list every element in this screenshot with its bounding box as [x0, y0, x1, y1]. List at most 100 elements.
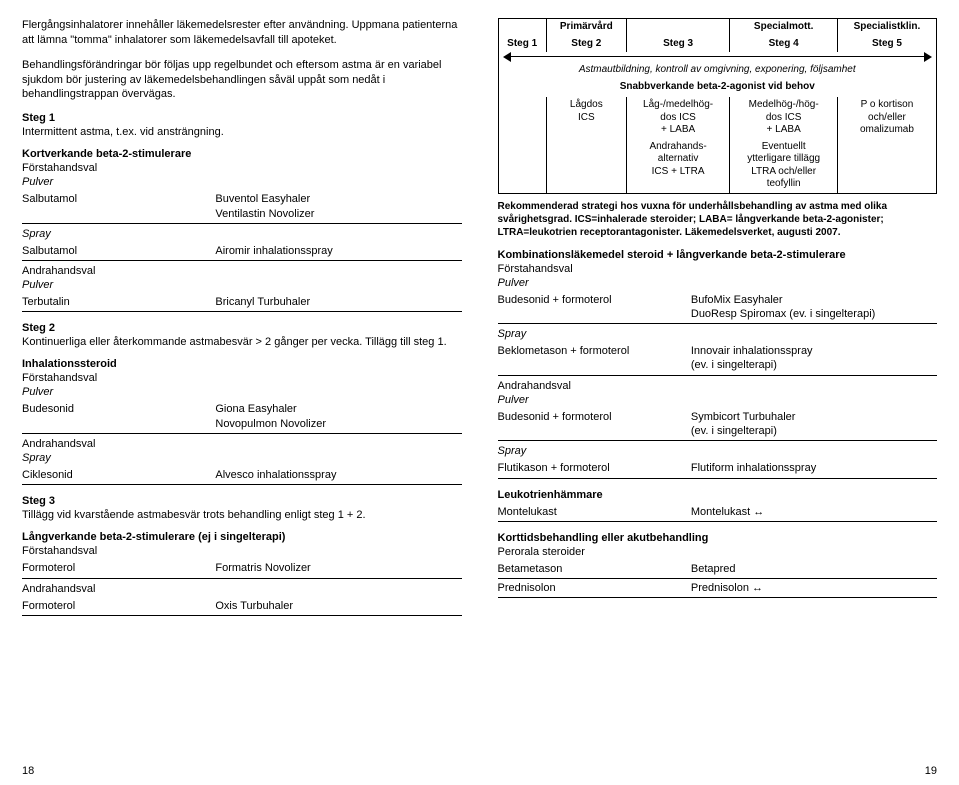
steg3-body: Tillägg vid kvarstående astmabesvär trot… [22, 509, 462, 521]
andrahandsval-label-2: Andrahandsval [22, 438, 462, 450]
table-row: CiklesonidAlvesco inhalationsspray [22, 466, 462, 485]
drug-generic: Formoterol [22, 597, 215, 616]
exchange-arrow-icon: ↔ [752, 582, 763, 594]
drug-generic: Budesonid + formoterol [498, 408, 691, 441]
table-row: SalbutamolAiromir inhalationsspray [22, 242, 462, 261]
drug-generic: Prednisolon [498, 579, 691, 598]
diagram-steg-0: Steg 1 [498, 36, 546, 53]
diagram-top-3: Specialmott. [730, 19, 838, 36]
page-number-left: 18 [22, 765, 34, 777]
lb2s-table-2: FormoterolOxis Turbuhaler [22, 597, 462, 616]
drug-brand: Montelukast ↔ [691, 503, 937, 522]
diagram-steg-2: Steg 3 [626, 36, 730, 53]
pulver-label-r: Pulver [498, 277, 938, 289]
lb2s-table-1: FormoterolFormatris Novolizer [22, 559, 462, 578]
diagram-span1: Astmautbildning, kontroll av omgivning, … [498, 62, 937, 79]
diagram-cell: Andrahands-alternativICS + LTRA [626, 139, 730, 194]
drug-brand: Betapred [691, 560, 937, 579]
diagram-cell [546, 139, 626, 194]
drug-generic: Salbutamol [22, 190, 215, 223]
drug-brand: Flutiform inhalationsspray [691, 459, 937, 478]
table-row: Beklometason + formoterolInnovair inhala… [498, 342, 938, 375]
diagram-top-0 [498, 19, 546, 36]
forstahandsval-label-2: Förstahandsval [22, 372, 462, 384]
kb2s-title: Kortverkande beta-2-stimulerare [22, 148, 462, 160]
drug-brand: Formatris Novolizer [215, 559, 461, 578]
table-row: FormoterolOxis Turbuhaler [22, 597, 462, 616]
steg2-title: Steg 2 [22, 322, 462, 334]
drug-brand: Bricanyl Turbuhaler [215, 293, 461, 312]
pulver-label: Pulver [22, 176, 462, 188]
spray-label-r: Spray [498, 328, 938, 340]
drug-brand: BufoMix EasyhalerDuoResp Spiromax (ev. i… [691, 291, 937, 324]
spray-label-2: Spray [22, 452, 462, 464]
exchange-arrow-icon: ↔ [753, 506, 764, 518]
steg2-body: Kontinuerliga eller återkommande astmabe… [22, 336, 462, 348]
drug-brand: Prednisolon ↔ [691, 579, 937, 598]
kb2s-table-1: SalbutamolBuventol EasyhalerVentilastin … [22, 190, 462, 224]
drug-generic: Formoterol [22, 559, 215, 578]
diagram-steg-1: Steg 2 [546, 36, 626, 53]
table-row: SalbutamolBuventol EasyhalerVentilastin … [22, 190, 462, 223]
diagram-cell: LågdosICS [546, 97, 626, 139]
leuk-title: Leukotrienhämmare [498, 489, 938, 501]
left-page: Flergångsinhalatorer innehåller läkemede… [0, 0, 480, 785]
inh-table-1: BudesonidGiona EasyhalerNovopulmon Novol… [22, 400, 462, 434]
diagram-top-2 [626, 19, 730, 36]
diagram-steg-4: Steg 5 [837, 36, 936, 53]
kort-title: Korttidsbehandling eller akutbehandling [498, 532, 938, 544]
drug-generic: Betametason [498, 560, 691, 579]
drug-generic: Terbutalin [22, 293, 215, 312]
right-page: Primärvård Specialmott. Specialistklin. … [480, 0, 959, 785]
page-number-right: 19 [925, 765, 937, 777]
drug-brand: Innovair inhalationsspray(ev. i singelte… [691, 342, 937, 375]
spray-label: Spray [22, 228, 462, 240]
diagram-cell: P o kortisonoch/elleromalizumab [837, 97, 936, 139]
intro-paragraph-2: Behandlingsförändringar bör följas upp r… [22, 58, 462, 103]
kb2s-table-2: SalbutamolAiromir inhalationsspray [22, 242, 462, 261]
drug-brand: Airomir inhalationsspray [215, 242, 461, 261]
intro-paragraph-1: Flergångsinhalatorer innehåller läkemede… [22, 18, 462, 48]
treatment-steps-diagram: Primärvård Specialmott. Specialistklin. … [498, 18, 938, 194]
diagram-top-4: Specialistklin. [837, 19, 936, 36]
inh-title: Inhalationssteroid [22, 358, 462, 370]
table-row: TerbutalinBricanyl Turbuhaler [22, 293, 462, 312]
steg3-title: Steg 3 [22, 495, 462, 507]
drug-brand: Symbicort Turbuhaler(ev. i singelterapi) [691, 408, 937, 441]
diagram-cell [837, 139, 936, 194]
drug-generic: Budesonid + formoterol [498, 291, 691, 324]
table-row: Budesonid + formoterolBufoMix EasyhalerD… [498, 291, 938, 324]
drug-generic: Budesonid [22, 400, 215, 433]
pulver-label-2: Pulver [22, 279, 462, 291]
komb-title: Kombinationsläkemedel steroid + långverk… [498, 249, 938, 261]
diagram-cell: Medelhög-/hög-dos ICS+ LABA [730, 97, 838, 139]
leuk-table: MontelukastMontelukast ↔ [498, 503, 938, 522]
drug-brand: Giona EasyhalerNovopulmon Novolizer [215, 400, 461, 433]
peroral-label: Perorala steroider [498, 546, 938, 558]
lb2s-title: Långverkande beta-2-stimulerare (ej i si… [22, 531, 462, 543]
drug-generic: Flutikason + formoterol [498, 459, 691, 478]
pulver-label-3: Pulver [22, 386, 462, 398]
komb-table-4: Flutikason + formoterolFlutiform inhalat… [498, 459, 938, 478]
diagram-cell: Eventuelltytterligare tilläggLTRA och/el… [730, 139, 838, 194]
komb-table-1: Budesonid + formoterolBufoMix EasyhalerD… [498, 291, 938, 325]
diagram-cell: Låg-/medelhög-dos ICS+ LABA [626, 97, 730, 139]
kb2s-table-3: TerbutalinBricanyl Turbuhaler [22, 293, 462, 312]
kort-table: BetametasonBetapredPrednisolonPrednisolo… [498, 560, 938, 599]
andrahandsval-label-3: Andrahandsval [22, 583, 462, 595]
table-row: BudesonidGiona EasyhalerNovopulmon Novol… [22, 400, 462, 433]
diagram-cell [498, 97, 546, 139]
forstahandsval-label-3: Förstahandsval [22, 545, 462, 557]
forstahandsval-label-r: Förstahandsval [498, 263, 938, 275]
table-row: BetametasonBetapred [498, 560, 938, 579]
pulver-label-r2: Pulver [498, 394, 938, 406]
table-row: FormoterolFormatris Novolizer [22, 559, 462, 578]
table-row: PrednisolonPrednisolon ↔ [498, 579, 938, 598]
drug-generic: Salbutamol [22, 242, 215, 261]
drug-generic: Beklometason + formoterol [498, 342, 691, 375]
steg1-body: Intermittent astma, t.ex. vid ansträngni… [22, 126, 462, 138]
drug-brand: Oxis Turbuhaler [215, 597, 461, 616]
drug-generic: Montelukast [498, 503, 691, 522]
table-row: Flutikason + formoterolFlutiform inhalat… [498, 459, 938, 478]
inh-table-2: CiklesonidAlvesco inhalationsspray [22, 466, 462, 485]
